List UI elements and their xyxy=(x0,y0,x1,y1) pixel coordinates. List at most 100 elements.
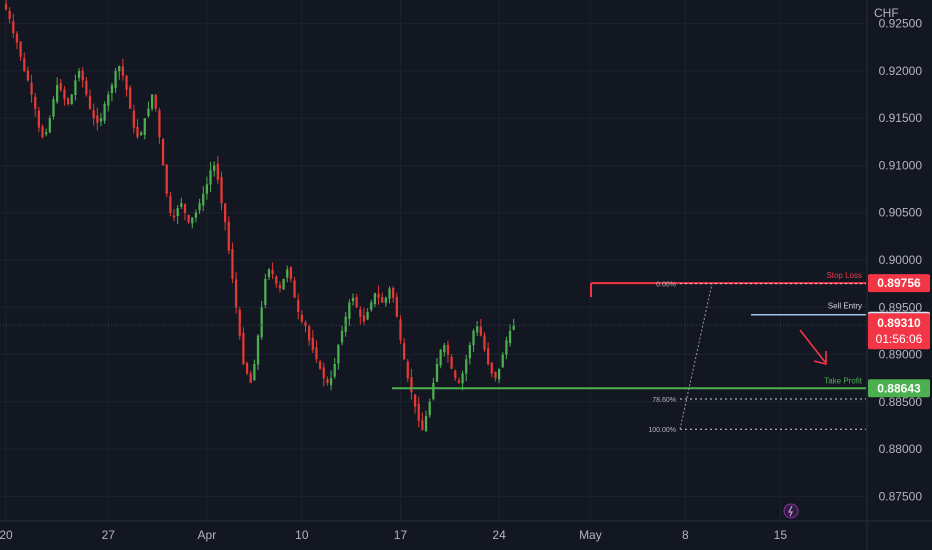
candle-body[interactable] xyxy=(107,94,110,106)
candle-body[interactable] xyxy=(52,99,55,117)
candle-body[interactable] xyxy=(245,362,249,374)
candle-body[interactable] xyxy=(48,118,51,133)
candle-body[interactable] xyxy=(348,302,351,319)
candle-body[interactable] xyxy=(465,359,468,374)
candle-body[interactable] xyxy=(140,132,143,136)
candle-body[interactable] xyxy=(99,118,103,122)
candle-body[interactable] xyxy=(267,269,271,278)
candle-body[interactable] xyxy=(103,104,106,121)
candle-body[interactable] xyxy=(402,343,406,360)
candle-body[interactable] xyxy=(490,362,493,374)
candle-body[interactable] xyxy=(85,80,88,95)
candle-body[interactable] xyxy=(308,326,311,341)
candle-body[interactable] xyxy=(446,344,450,355)
candle-body[interactable] xyxy=(132,110,135,128)
candle-body[interactable] xyxy=(8,10,11,19)
candle-body[interactable] xyxy=(125,75,128,90)
candle-body[interactable] xyxy=(289,267,293,279)
candle-body[interactable] xyxy=(172,215,176,218)
candle-body[interactable] xyxy=(501,354,504,368)
candle-body[interactable] xyxy=(355,297,358,308)
candle-body[interactable] xyxy=(424,416,428,432)
candle-body[interactable] xyxy=(165,164,168,194)
candle-body[interactable] xyxy=(81,70,84,81)
candle-body[interactable] xyxy=(318,361,322,369)
candle-body[interactable] xyxy=(435,364,439,382)
candle-body[interactable] xyxy=(121,66,125,76)
candle-body[interactable] xyxy=(161,139,165,166)
candle-body[interactable] xyxy=(12,21,15,34)
candle-body[interactable] xyxy=(238,309,241,336)
candle-body[interactable] xyxy=(56,85,59,102)
candle-body[interactable] xyxy=(311,338,314,350)
candle-body[interactable] xyxy=(176,208,179,217)
candle-body[interactable] xyxy=(421,420,424,431)
candle-body[interactable] xyxy=(34,96,37,109)
candle-body[interactable] xyxy=(63,89,66,100)
candle-body[interactable] xyxy=(74,80,77,96)
candle-body[interactable] xyxy=(461,373,464,384)
candle-body[interactable] xyxy=(366,312,369,320)
candle-body[interactable] xyxy=(457,380,461,383)
candle-body[interactable] xyxy=(198,203,201,211)
candle-body[interactable] xyxy=(340,330,344,343)
candle-body[interactable] xyxy=(92,110,95,119)
candle-body[interactable] xyxy=(351,297,355,302)
candle-body[interactable] xyxy=(512,325,515,330)
candle-body[interactable] xyxy=(395,296,398,317)
candle-body[interactable] xyxy=(249,373,252,383)
candle-body[interactable] xyxy=(476,326,479,333)
candle-body[interactable] xyxy=(370,302,373,310)
candle-body[interactable] xyxy=(147,108,150,117)
candle-body[interactable] xyxy=(443,345,446,353)
candle-body[interactable] xyxy=(231,249,234,279)
candle-body[interactable] xyxy=(344,316,347,332)
candle-body[interactable] xyxy=(30,82,33,95)
candle-body[interactable] xyxy=(472,330,475,346)
candle-body[interactable] xyxy=(213,165,216,171)
candle-body[interactable] xyxy=(275,276,278,284)
candle-body[interactable] xyxy=(297,299,300,312)
candle-body[interactable] xyxy=(487,348,490,364)
candle-body[interactable] xyxy=(439,349,442,366)
candle-body[interactable] xyxy=(271,269,274,275)
candle-body[interactable] xyxy=(315,347,318,360)
candle-body[interactable] xyxy=(143,118,146,135)
candle-body[interactable] xyxy=(388,288,391,299)
candle-body[interactable] xyxy=(468,345,472,359)
candle-body[interactable] xyxy=(118,66,121,72)
candle-body[interactable] xyxy=(454,370,457,379)
candle-body[interactable] xyxy=(191,217,194,224)
candle-body[interactable] xyxy=(286,269,289,278)
candle-body[interactable] xyxy=(428,401,431,416)
candle-body[interactable] xyxy=(359,309,362,317)
candle-body[interactable] xyxy=(399,319,402,341)
candle-body[interactable] xyxy=(494,371,497,379)
candle-body[interactable] xyxy=(278,285,282,289)
candle-body[interactable] xyxy=(256,335,260,365)
candle-body[interactable] xyxy=(88,96,92,109)
candle-body[interactable] xyxy=(483,335,486,350)
candle-body[interactable] xyxy=(136,126,139,138)
candle-body[interactable] xyxy=(253,364,256,381)
candle-body[interactable] xyxy=(37,110,41,128)
candle-body[interactable] xyxy=(329,378,333,385)
candle-body[interactable] xyxy=(187,215,190,223)
candle-body[interactable] xyxy=(479,326,482,336)
candle-body[interactable] xyxy=(337,345,340,364)
candle-body[interactable] xyxy=(45,132,48,135)
candle-body[interactable] xyxy=(70,94,73,105)
candle-body[interactable] xyxy=(384,297,387,303)
candle-body[interactable] xyxy=(242,332,245,364)
candle-body[interactable] xyxy=(381,297,384,303)
candle-body[interactable] xyxy=(497,368,501,380)
candle-body[interactable] xyxy=(450,356,453,369)
candle-body[interactable] xyxy=(224,203,227,223)
candle-body[interactable] xyxy=(15,33,19,43)
candle-body[interactable] xyxy=(322,367,325,379)
candle-body[interactable] xyxy=(377,293,380,298)
candle-body[interactable] xyxy=(410,377,413,393)
candle-body[interactable] xyxy=(41,126,44,138)
